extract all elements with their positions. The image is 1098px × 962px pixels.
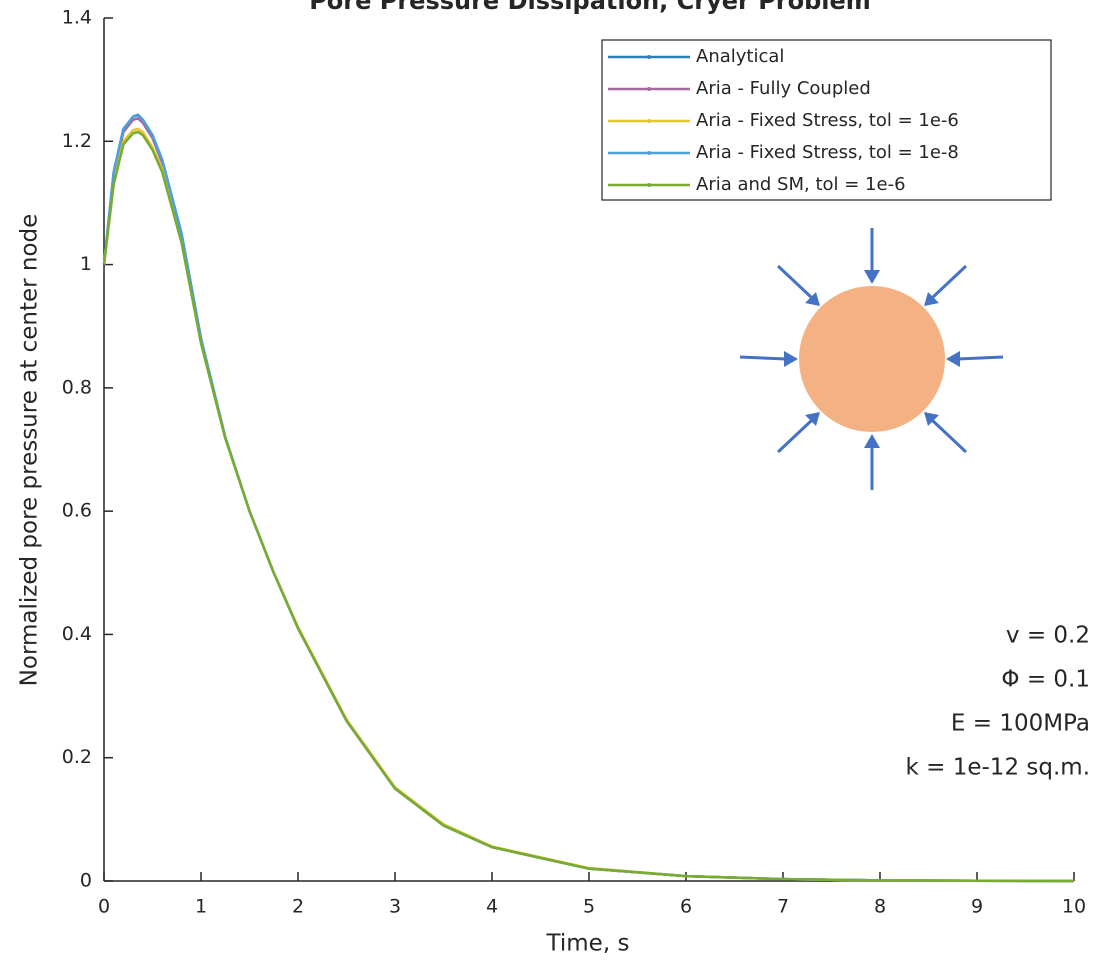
x-tick-label: 4 — [486, 896, 498, 918]
arrowhead — [864, 434, 880, 448]
annotation: Φ = 0.1 — [1001, 667, 1090, 693]
x-tick-label: 6 — [680, 896, 692, 918]
x-tick-label: 9 — [971, 896, 983, 918]
y-tick-label: 1.2 — [62, 130, 92, 152]
chart-title: Pore Pressure Dissipation, Cryer Problem — [309, 0, 871, 15]
y-tick-label: 0.6 — [62, 500, 92, 522]
x-tick-label: 2 — [292, 896, 304, 918]
arrow — [739, 355, 787, 361]
x-tick-label: 7 — [777, 896, 789, 918]
annotation: k = 1e-12 sq.m. — [906, 755, 1090, 781]
x-axis-label: Time, s — [546, 931, 630, 957]
y-tick-label: 1 — [80, 253, 92, 275]
legend-marker — [647, 151, 651, 155]
arrowhead — [805, 412, 820, 426]
arrowhead — [924, 412, 939, 426]
y-tick-label: 1.4 — [62, 7, 92, 29]
legend-marker — [647, 55, 651, 59]
x-tick-label: 10 — [1062, 896, 1086, 918]
series-line — [102, 130, 1075, 883]
arrow — [776, 264, 814, 300]
arrowhead — [784, 351, 798, 367]
y-tick-label: 0.8 — [62, 376, 92, 398]
sphere — [799, 286, 945, 432]
y-axis-label: Normalized pore pressure at center node — [17, 214, 43, 687]
legend-label: Aria - Fully Coupled — [696, 78, 871, 99]
y-tick-label: 0 — [80, 870, 92, 892]
arrowhead — [805, 292, 820, 306]
arrow — [930, 264, 968, 300]
legend-marker — [647, 183, 651, 187]
arrowhead — [864, 270, 880, 284]
x-tick-label: 5 — [583, 896, 595, 918]
x-tick-label: 8 — [874, 896, 886, 918]
annotation: v = 0.2 — [1006, 623, 1090, 649]
arrowhead — [924, 292, 939, 306]
arrowhead — [946, 351, 960, 367]
legend-label: Aria - Fixed Stress, tol = 1e-8 — [696, 142, 959, 163]
x-tick-label: 0 — [98, 896, 110, 918]
diagram — [739, 228, 1004, 490]
legend-label: Aria - Fixed Stress, tol = 1e-6 — [696, 110, 959, 131]
annotation: E = 100MPa — [951, 711, 1090, 737]
arrow — [776, 418, 814, 454]
arrow — [957, 355, 1004, 361]
y-tick-label: 0.2 — [62, 746, 92, 768]
legend-label: Aria and SM, tol = 1e-6 — [696, 174, 906, 195]
legend-marker — [647, 87, 651, 91]
arrow — [930, 418, 968, 454]
y-tick-label: 0.4 — [62, 623, 92, 645]
x-tick-label: 1 — [195, 896, 207, 918]
x-tick-label: 3 — [389, 896, 401, 918]
legend-label: Analytical — [696, 46, 784, 67]
legend-marker — [647, 119, 651, 123]
